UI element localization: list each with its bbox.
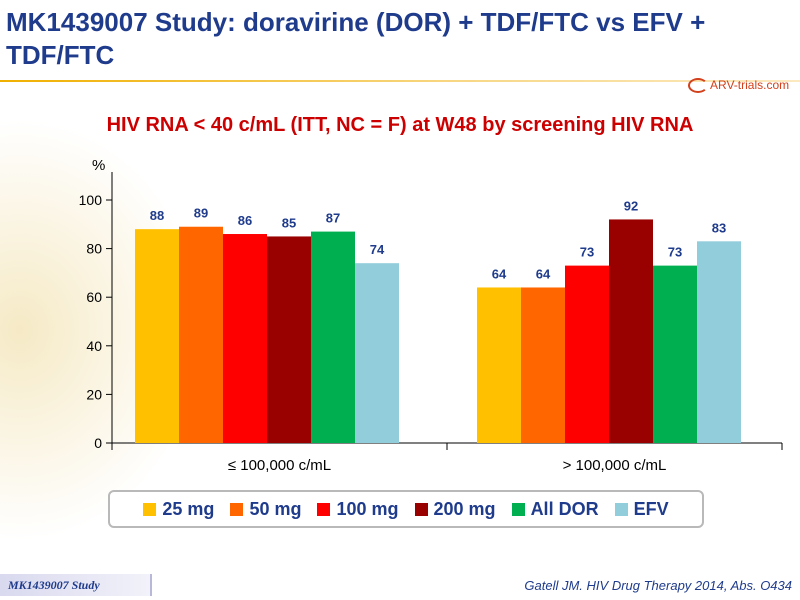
chart-value-labels: 88 64 89 64 86 73 85 92 87 73 74 83: [150, 198, 726, 281]
data-label: 87: [326, 211, 340, 226]
legend-swatch: [143, 502, 157, 516]
data-label: 64: [492, 266, 507, 281]
legend-swatch: [230, 502, 244, 516]
legend-swatch: [614, 502, 628, 516]
legend-item: 100 mg: [317, 498, 399, 520]
legend-swatch: [511, 502, 525, 516]
logo-swirl-icon: [688, 78, 708, 94]
citation: Gatell JM. HIV Drug Therapy 2014, Abs. O…: [524, 578, 792, 593]
legend-item: EFV: [614, 498, 669, 520]
legend-swatch: [414, 502, 428, 516]
x-category-label: > 100,000 c/mL: [563, 457, 667, 474]
x-category-label: ≤ 100,000 c/mL: [228, 457, 331, 474]
logo-text: ARV-trials.com: [710, 78, 790, 92]
data-label: 85: [282, 215, 296, 230]
legend-label: All DOR: [530, 498, 599, 519]
bar-50-mg: [521, 287, 565, 443]
legend-swatch: [317, 502, 331, 516]
legend-label: 50 mg: [249, 498, 302, 519]
legend-item: 25 mg: [143, 499, 214, 520]
chart-axes: 0 20 40 60 80 100% ≤ 100,000 c/mL > 100,000 c/m…: [79, 157, 783, 474]
legend-label: 100 mg: [336, 498, 399, 519]
bar-25-mg: [477, 287, 521, 443]
legend-label: EFV: [633, 498, 669, 519]
data-label: 92: [624, 198, 638, 213]
bar-200-mg: [609, 219, 653, 443]
legend-item: All DOR: [511, 498, 599, 520]
chart-title: HIV RNA < 40 c/mL (ITT, NC = F) at W48 b…: [106, 114, 694, 136]
y-tick-label: 80: [86, 241, 102, 257]
bar-200-mg: [267, 236, 311, 443]
legend-item: 200 mg: [414, 498, 496, 520]
data-label: 86: [238, 213, 252, 228]
data-label: 64: [536, 266, 551, 281]
data-label: 89: [194, 206, 208, 221]
bar-100-mg: [223, 234, 267, 443]
study-tag: MK1439007 Study: [0, 574, 152, 596]
y-tick-label: 0: [94, 435, 102, 451]
y-axis-label: %: [92, 157, 105, 174]
y-tick-label: 20: [86, 386, 102, 402]
data-label: 74: [370, 242, 385, 257]
bar-efv: [355, 263, 399, 443]
y-tick-label: 40: [86, 338, 102, 354]
y-tick-label: 100: [79, 192, 103, 208]
bar-efv: [697, 241, 741, 443]
arv-trials-logo: ARV-trials.com: [688, 78, 790, 94]
bar-all-dor: [653, 265, 697, 443]
bar-50-mg: [179, 226, 223, 443]
bar-25-mg: [135, 229, 179, 443]
legend-label: 200 mg: [433, 498, 496, 519]
slide-title: MK1439007 Study: doravirine (DOR) + TDF/…: [6, 7, 706, 70]
bar-all-dor: [311, 231, 355, 443]
y-tick-label: 60: [86, 289, 102, 305]
chart-bars: [135, 219, 741, 443]
data-label: 73: [668, 245, 682, 260]
data-label: 83: [712, 220, 726, 235]
legend-label: 25 mg: [162, 498, 215, 519]
title-divider: [0, 80, 800, 82]
data-label: 88: [150, 208, 164, 223]
bar-100-mg: [565, 265, 609, 443]
data-label: 73: [580, 245, 594, 260]
legend-item: 50 mg: [230, 499, 301, 520]
chart-legend: 25 mg 50 mg 100 mg 200 mg All DOR EFV: [108, 490, 704, 528]
